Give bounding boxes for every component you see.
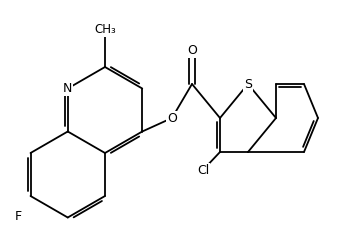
Text: O: O bbox=[167, 112, 177, 125]
Text: N: N bbox=[63, 82, 72, 95]
Text: Cl: Cl bbox=[197, 164, 209, 176]
Text: S: S bbox=[244, 77, 252, 91]
Text: CH₃: CH₃ bbox=[94, 23, 116, 36]
Text: O: O bbox=[187, 43, 197, 57]
Text: F: F bbox=[15, 210, 22, 223]
